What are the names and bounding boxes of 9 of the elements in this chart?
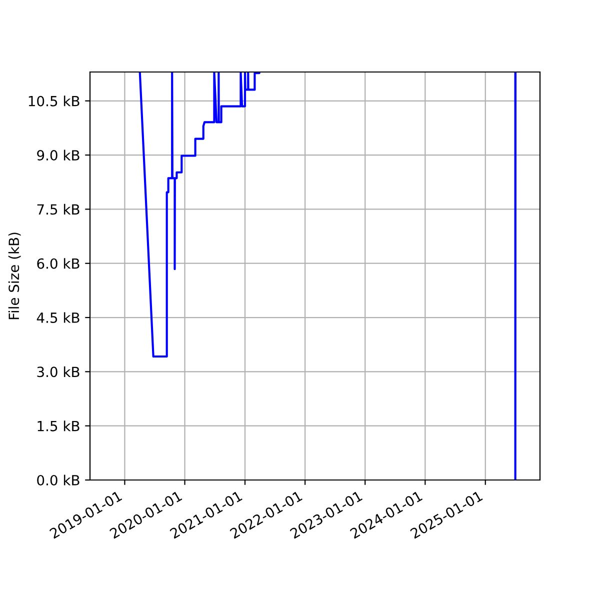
y-tick-label: 9.0 kB (37, 150, 80, 161)
y-tick-label: 3.0 kB (37, 366, 80, 378)
y-tick-label: 1.5 kB (38, 420, 80, 432)
y-tick-label: 0.0 kB (37, 474, 80, 486)
y-tick-label: 4.5 kB (36, 312, 80, 323)
y-tick-label: 10.5 kB (28, 96, 80, 106)
y-axis-title: File Size (kB) (8, 232, 21, 320)
y-tick-label: 6.0 kB (37, 258, 80, 269)
y-tick-label: 7.5 kB (37, 204, 80, 215)
